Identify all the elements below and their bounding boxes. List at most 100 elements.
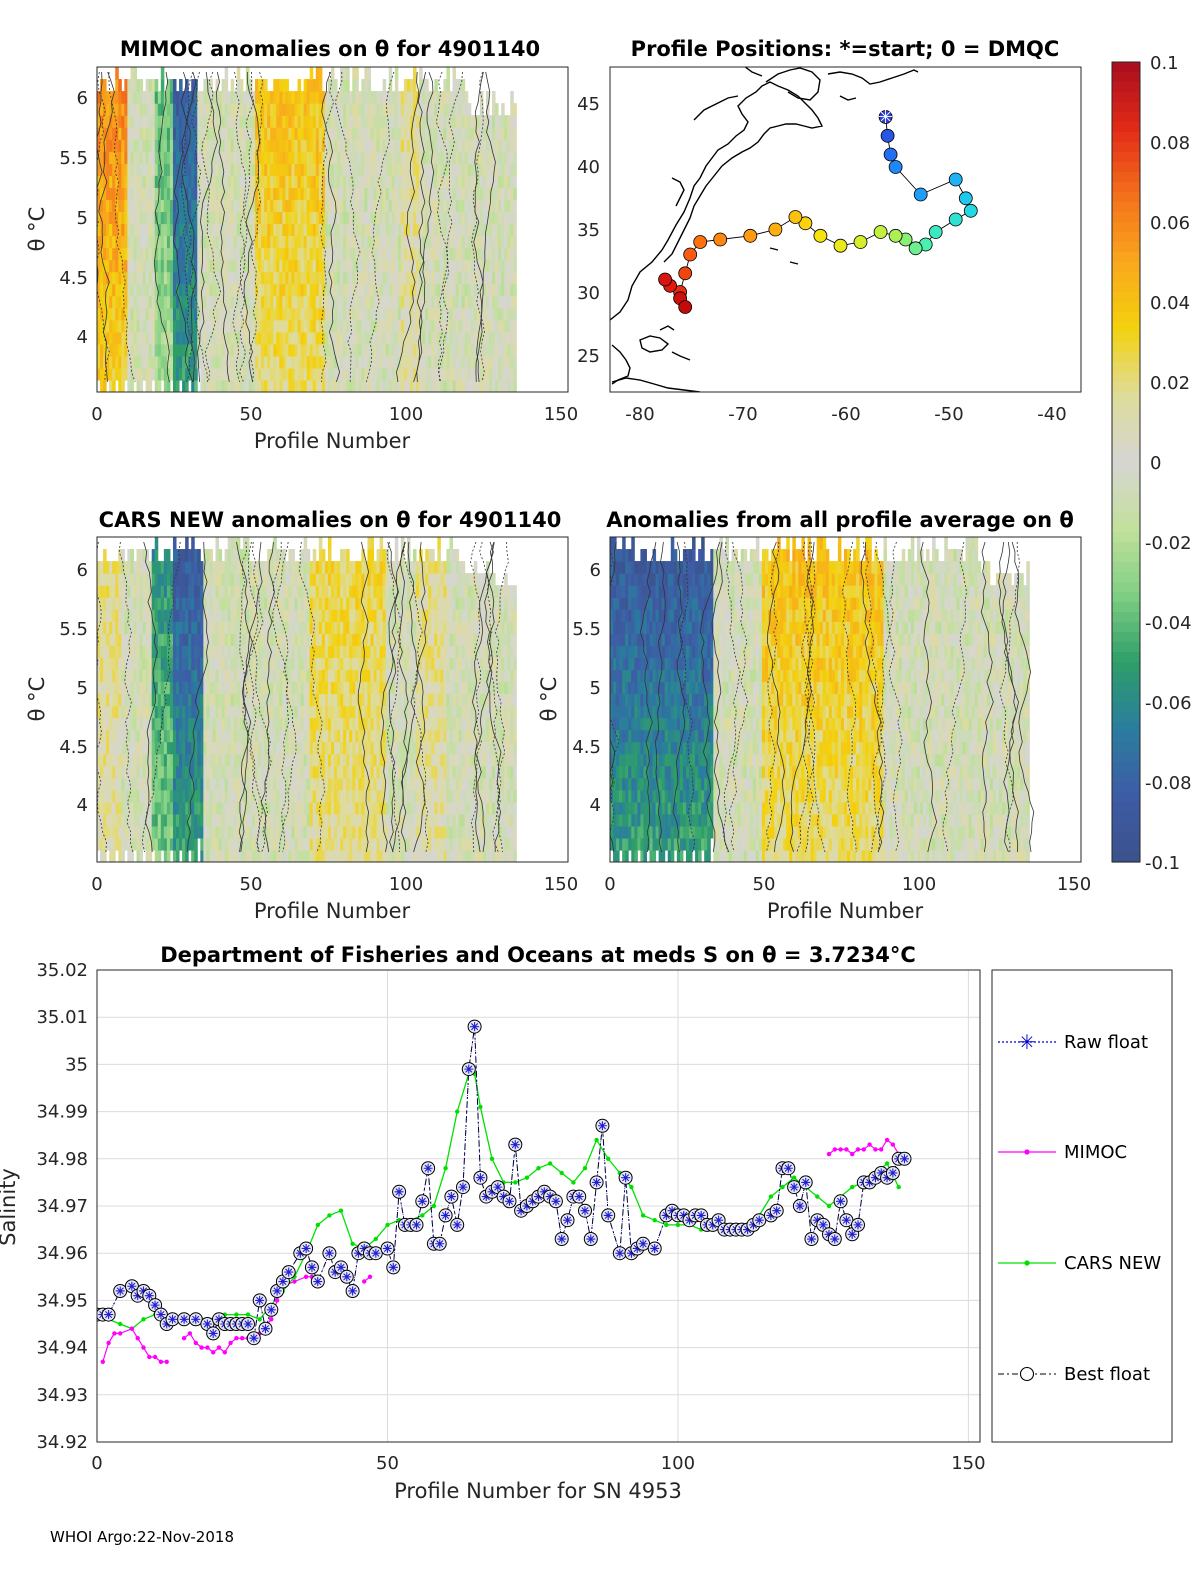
heat-cell bbox=[382, 331, 387, 345]
heat-cell bbox=[510, 259, 514, 273]
heat-cell bbox=[163, 765, 168, 779]
heat-cell bbox=[97, 633, 101, 646]
heat-cell bbox=[115, 741, 119, 755]
heat-cell bbox=[318, 139, 323, 152]
heat-cell bbox=[145, 247, 150, 261]
heat-cell bbox=[115, 295, 119, 309]
heat-cell bbox=[397, 247, 402, 261]
heat-cell bbox=[288, 175, 292, 188]
heat-cell bbox=[258, 151, 262, 164]
heat-cell bbox=[203, 849, 207, 862]
heat-cell bbox=[236, 67, 241, 80]
heat-cell bbox=[215, 91, 220, 104]
heat-cell bbox=[334, 283, 338, 297]
heat-cell bbox=[455, 127, 460, 140]
heat-cell bbox=[127, 813, 131, 827]
heat-cell bbox=[172, 789, 177, 803]
heat-cell bbox=[163, 199, 168, 213]
heat-cell bbox=[227, 801, 232, 815]
heat-cell bbox=[112, 175, 116, 188]
heat-cell bbox=[406, 91, 411, 104]
heat-cell bbox=[431, 175, 435, 188]
heat-cell bbox=[312, 223, 317, 237]
heat-cell bbox=[233, 319, 238, 333]
colorbar-swatch bbox=[1112, 612, 1140, 623]
profile-position-point bbox=[798, 216, 813, 231]
heat-cell bbox=[270, 187, 274, 201]
heat-cell bbox=[394, 319, 399, 333]
heat-cell bbox=[172, 331, 177, 345]
heat-cell bbox=[176, 307, 180, 321]
heat-cell bbox=[239, 331, 244, 345]
heat-cell bbox=[282, 103, 286, 116]
heat-cell bbox=[215, 235, 220, 249]
heat-cell bbox=[209, 717, 213, 731]
heat-cell bbox=[425, 319, 429, 333]
heat-cell bbox=[118, 789, 122, 803]
heat-cell bbox=[179, 307, 183, 321]
heat-cell bbox=[285, 355, 289, 369]
heat-cell bbox=[446, 223, 450, 237]
heat-cell bbox=[492, 271, 496, 285]
heat-cell bbox=[239, 801, 244, 815]
heat-cell bbox=[449, 283, 454, 297]
heat-cell bbox=[364, 199, 368, 213]
heat-cell bbox=[118, 115, 122, 128]
heat-cell bbox=[479, 379, 484, 392]
heat-cell bbox=[397, 259, 402, 273]
heat-cell bbox=[324, 355, 329, 369]
heat-cell bbox=[215, 681, 220, 695]
heat-cell bbox=[251, 115, 256, 128]
heat-cell bbox=[157, 91, 162, 104]
heat-cell bbox=[109, 609, 113, 622]
colorbar-swatch bbox=[1112, 412, 1140, 423]
heat-cell bbox=[157, 753, 162, 767]
heat-cell bbox=[109, 127, 113, 140]
heat-cell bbox=[133, 573, 138, 586]
heat-cell bbox=[206, 331, 210, 345]
heat-cell bbox=[130, 223, 134, 237]
heat-cell bbox=[109, 789, 113, 803]
heat-cell bbox=[206, 283, 210, 297]
heat-cell bbox=[160, 753, 165, 767]
heat-cell bbox=[473, 355, 478, 369]
heat-cell bbox=[495, 139, 499, 152]
heat-cell bbox=[361, 175, 365, 188]
heat-cell bbox=[485, 151, 490, 164]
heat-cell bbox=[485, 271, 490, 285]
heat-cell bbox=[461, 163, 466, 176]
heat-cell bbox=[498, 271, 502, 285]
heat-cell bbox=[169, 115, 174, 128]
heat-cell bbox=[309, 379, 314, 392]
heat-cell bbox=[203, 765, 207, 779]
colorbar-swatch bbox=[1112, 772, 1140, 783]
heat-cell bbox=[154, 223, 159, 237]
heat-cell bbox=[230, 259, 235, 273]
heat-cell bbox=[215, 319, 220, 333]
colorbar-swatch bbox=[1112, 222, 1140, 233]
heat-cell bbox=[382, 91, 387, 104]
heat-cell bbox=[340, 355, 344, 369]
heat-cell bbox=[367, 139, 371, 152]
heat-cell bbox=[136, 235, 141, 249]
heat-cell bbox=[482, 319, 487, 333]
heat-cell bbox=[230, 705, 235, 719]
heat-cell bbox=[109, 753, 113, 767]
heat-cell bbox=[212, 295, 217, 309]
heat-cell bbox=[233, 729, 238, 743]
heat-cell bbox=[258, 319, 262, 333]
heat-cell bbox=[239, 657, 244, 671]
heat-cell bbox=[255, 187, 259, 201]
heat-cell bbox=[227, 717, 232, 731]
heat-cell bbox=[349, 91, 353, 104]
heat-cell bbox=[340, 163, 344, 176]
heat-cell bbox=[233, 789, 238, 803]
heat-cell bbox=[218, 283, 223, 297]
heat-cell bbox=[337, 355, 341, 369]
heat-cell bbox=[169, 717, 174, 731]
heat-cell bbox=[130, 247, 134, 261]
heat-cell bbox=[355, 103, 359, 116]
heat-cell bbox=[230, 813, 235, 827]
heat-cell bbox=[182, 331, 186, 345]
heat-cell bbox=[227, 573, 232, 586]
